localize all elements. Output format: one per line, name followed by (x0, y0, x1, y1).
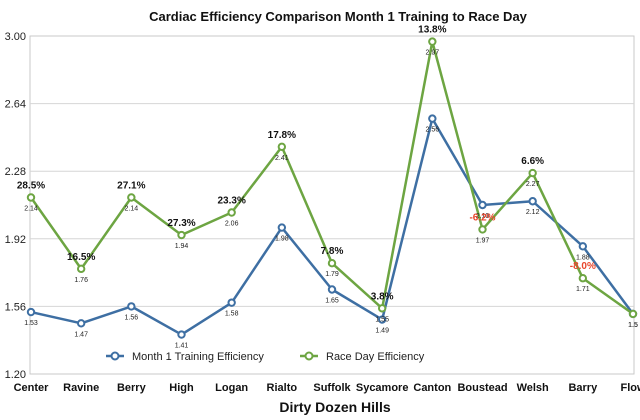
data-point-raceday (478, 225, 487, 234)
percent-change-label: 28.5% (17, 180, 45, 191)
y-tick-label: 1.20 (5, 369, 26, 381)
x-tick-label: Ravine (63, 382, 99, 394)
data-label-month1: 1.65 (325, 298, 339, 305)
data-label-raceday: 1.94 (175, 243, 189, 250)
data-point-raceday (26, 193, 36, 202)
y-tick-label: 3.00 (5, 31, 26, 43)
data-point-month1 (377, 315, 387, 324)
annotations: 28.5% 16.5% 27.1% 27.3% 23.3% 17.8% 7.8% 3.8% 13… (17, 25, 596, 303)
x-tick-label: Suffolk (313, 382, 351, 394)
x-tick-label: High (169, 382, 194, 394)
legend-label-month1: Month 1 Training Efficiency (132, 351, 264, 363)
x-tick-label: Canton (413, 382, 451, 394)
data-label-month1: 1.56 (125, 314, 139, 321)
data-point-month1 (26, 307, 36, 317)
data-point-raceday (327, 259, 337, 268)
y-axis-ticks: 1.20 1.56 1.92 2.28 2.64 3.00 (5, 31, 26, 381)
data-point-month1 (478, 200, 487, 210)
data-point-raceday (428, 37, 437, 46)
y-tick-label: 2.28 (5, 166, 26, 178)
data-label-raceday: 1.76 (74, 277, 88, 284)
x-tick-label: Berry (117, 382, 147, 394)
data-label-month1: 1.41 (175, 343, 189, 350)
data-label-raceday: 1.79 (325, 271, 339, 278)
data-point-raceday (76, 264, 86, 274)
data-label-month1: 1.88 (576, 254, 590, 261)
data-point-raceday (528, 168, 537, 178)
percent-change-label: -8.0% (570, 261, 596, 272)
data-label-month1: 1.58 (225, 311, 239, 318)
data-point-raceday (127, 193, 136, 202)
x-tick-label: Rialto (267, 382, 298, 394)
data-label-month1: 1.47 (74, 331, 88, 338)
legend-marker-month1 (110, 351, 120, 361)
legend: Month 1 Training Efficiency Race Day Eff… (106, 351, 425, 363)
percent-change-label: 17.8% (268, 130, 296, 141)
data-label-raceday: 1.5 (628, 322, 638, 329)
percent-change-label: 16.5% (67, 252, 95, 263)
percent-change-label: -6.2% (469, 212, 495, 223)
plot-area (29, 35, 635, 375)
data-point-raceday (628, 309, 638, 319)
percent-change-label: 6.6% (521, 156, 544, 167)
x-tick-label: Boustead (457, 382, 507, 394)
data-label-raceday: 2.06 (225, 221, 239, 228)
data-point-month1 (177, 330, 186, 339)
x-tick-label: Barry (568, 382, 598, 394)
data-point-month1 (227, 298, 236, 307)
x-tick-label: Logan (215, 382, 248, 394)
legend-label-raceday: Race Day Efficiency (326, 351, 425, 363)
data-label-month1: 1.5 (628, 322, 638, 329)
gridlines (30, 103, 634, 307)
y-tick-label: 2.64 (5, 99, 26, 111)
chart-title: Cardiac Efficiency Comparison Month 1 Tr… (149, 9, 528, 24)
percent-change-label: 27.1% (117, 180, 145, 191)
data-point-month1 (127, 302, 136, 311)
data-label-raceday: 1.97 (476, 237, 490, 244)
data-point-raceday (227, 208, 236, 217)
data-label-raceday: 2.14 (125, 205, 139, 212)
x-axis-ticks: Center Ravine Berry High Logan Rialto Suffolk S… (14, 382, 640, 394)
data-point-month1 (428, 114, 437, 123)
data-label-month1: 2.12 (526, 209, 540, 216)
x-axis-label: Dirty Dozen Hills (279, 399, 390, 415)
x-tick-label: Center (14, 382, 50, 394)
x-tick-label: Flow (620, 382, 640, 394)
data-label-raceday: 2.97 (426, 50, 440, 57)
data-label-month1: 2.56 (426, 127, 440, 134)
legend-marker-raceday (304, 351, 314, 361)
data-point-month1 (277, 223, 287, 232)
y-tick-label: 1.56 (5, 301, 26, 313)
data-label-month1: 1.49 (375, 328, 389, 335)
series-points (26, 37, 638, 339)
point-labels: 1.53 1.47 1.56 1.41 1.58 1.98 1.65 1.49 2.56 2.10… (24, 50, 638, 350)
data-point-raceday (377, 304, 387, 313)
data-label-month1: 1.98 (275, 236, 289, 243)
data-label-raceday: 2.41 (275, 155, 289, 162)
percent-change-label: 7.8% (321, 246, 344, 257)
data-label-raceday: 2.14 (24, 205, 38, 212)
percent-change-label: 3.8% (371, 291, 394, 302)
percent-change-label: 27.3% (167, 218, 195, 229)
data-point-raceday (578, 274, 588, 283)
data-point-raceday (177, 230, 186, 240)
data-point-month1 (327, 285, 337, 294)
x-tick-label: Welsh (517, 382, 549, 394)
data-point-month1 (578, 242, 588, 251)
data-label-raceday: 1.71 (576, 286, 590, 293)
percent-change-label: 23.3% (217, 196, 245, 207)
data-label-month1: 2.10 (476, 213, 490, 220)
data-label-month1: 1.53 (24, 320, 38, 327)
y-tick-label: 1.92 (5, 234, 26, 246)
data-point-raceday (277, 142, 287, 151)
percent-change-label: 13.8% (418, 25, 446, 36)
data-label-raceday: 1.55 (375, 316, 389, 323)
data-point-month1 (528, 197, 537, 206)
data-label-raceday: 2.27 (526, 181, 540, 188)
x-tick-label: Sycamore (356, 382, 409, 394)
data-point-month1 (76, 319, 86, 328)
